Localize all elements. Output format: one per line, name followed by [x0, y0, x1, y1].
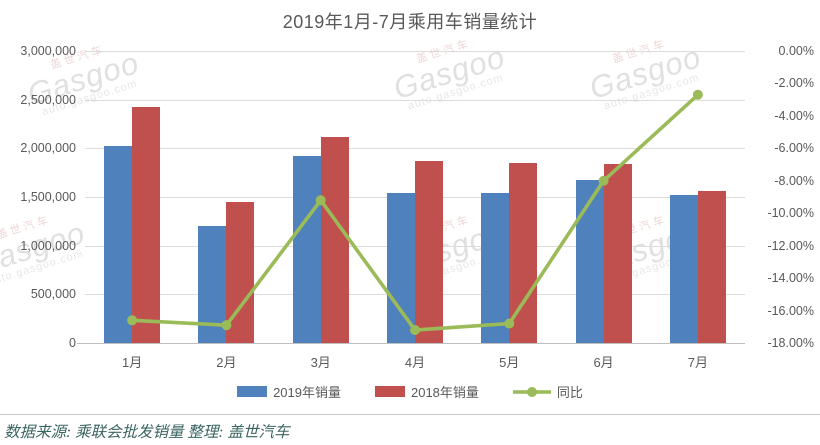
legend-item: 2018年销量	[374, 382, 479, 401]
watermark-domain: auto.gasgoo.com	[0, 247, 85, 289]
legend-bar-swatch	[237, 386, 268, 397]
bar-2019-7月	[669, 194, 698, 343]
bar-2018-4月	[415, 161, 443, 343]
legend-label: 2019年销量	[273, 385, 341, 400]
chart-title: 2019年1月-7月乘用车销量统计	[282, 12, 538, 32]
y-axis-right-tick-label: -14.00%	[767, 271, 814, 286]
legend-label: 同比	[556, 385, 583, 400]
bar-2018-5月	[509, 162, 538, 343]
yoy-line-chart	[127, 89, 703, 336]
x-axis-tick-label: 4月	[404, 355, 426, 370]
y-axis-right-tick-label: -16.00%	[767, 303, 814, 318]
legend: 2019年销量 2018年销量 同比	[0, 382, 820, 401]
bar-2018-6月	[603, 163, 632, 343]
bar-2019-6月	[575, 180, 604, 343]
y-axis-left-tick-label: 2,500,000	[20, 92, 76, 107]
x-axis-tick-label: 3月	[310, 355, 331, 370]
legend-bar-swatch	[374, 386, 405, 397]
y-axis-right-tick-label: -6.00%	[774, 141, 814, 156]
bar-2019-3月	[292, 156, 321, 343]
source-note: 数据来源: 乘联会批发销量 整理: 盖世汽车	[4, 424, 290, 441]
y-axis-right-tick-label: -2.00%	[774, 76, 814, 91]
bar-2019-5月	[481, 193, 510, 343]
x-axis-tick-label: 7月	[687, 355, 708, 370]
y-axis-right-tick-label: -10.00%	[767, 206, 814, 221]
y-axis-right-tick-label: -12.00%	[767, 238, 814, 253]
yoy-line	[132, 93, 700, 332]
bar-2019-1月	[104, 146, 133, 343]
x-axis-tick-label: 1月	[122, 355, 143, 370]
x-axis-tick-label: 6月	[593, 355, 614, 370]
yoy-line-point-2月	[221, 320, 232, 331]
gridline	[85, 51, 745, 52]
y-axis-left-tick-label: 2,000,000	[20, 141, 76, 156]
y-axis-right-tick-label: -18.00%	[767, 336, 814, 350]
bar-2018-7月	[697, 191, 726, 343]
yoy-line-point-3月	[315, 195, 326, 206]
legend-item: 同比	[512, 382, 583, 401]
y-axis-left-tick-label: 3,000,000	[20, 44, 76, 58]
yoy-line-point-6月	[598, 175, 609, 186]
footer-divider	[0, 414, 820, 415]
y-axis-right-tick-label: 0.00%	[778, 44, 814, 58]
gridline	[85, 99, 745, 101]
gridline	[85, 148, 745, 150]
y-axis-right-tick-label: -8.00%	[774, 173, 814, 188]
legend-item: 2019年销量	[237, 382, 341, 401]
x-axis-tick-label: 5月	[499, 355, 520, 370]
legend-label: 2018年销量	[410, 385, 479, 400]
plot-area	[85, 51, 745, 343]
bar-2018-1月	[132, 107, 161, 343]
y-axis-left-tick-label: 1,500,000	[20, 190, 76, 204]
x-axis-line	[77, 343, 745, 344]
bar-2018-3月	[320, 137, 349, 343]
yoy-line-point-4月	[410, 325, 420, 336]
yoy-line-point-5月	[504, 318, 515, 329]
legend-line-swatch	[512, 386, 551, 397]
y-axis-right-tick-label: -4.00%	[774, 108, 814, 123]
yoy-line-point-7月	[692, 89, 703, 100]
y-axis-left-tick-label: 1,000,000	[20, 238, 76, 253]
x-axis-tick-label: 2月	[216, 355, 237, 370]
yoy-line-point-1月	[127, 315, 138, 326]
y-axis-left-tick-label: 0	[69, 336, 76, 350]
y-axis-left-tick-label: 500,000	[30, 287, 76, 302]
watermark-brand-cn: 盖世汽车	[0, 213, 53, 242]
bar-2019-4月	[387, 192, 415, 343]
